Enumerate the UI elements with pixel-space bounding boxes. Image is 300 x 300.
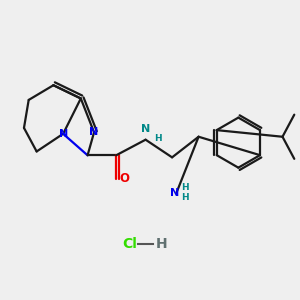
Text: N: N <box>141 124 150 134</box>
Text: H: H <box>182 183 189 192</box>
Text: H: H <box>156 237 167 251</box>
Text: Cl: Cl <box>122 237 137 251</box>
Text: N: N <box>89 127 99 137</box>
Text: O: O <box>120 172 130 185</box>
Text: H: H <box>154 134 161 143</box>
Text: H: H <box>182 193 189 202</box>
Text: N: N <box>169 188 179 198</box>
Text: N: N <box>58 129 68 139</box>
